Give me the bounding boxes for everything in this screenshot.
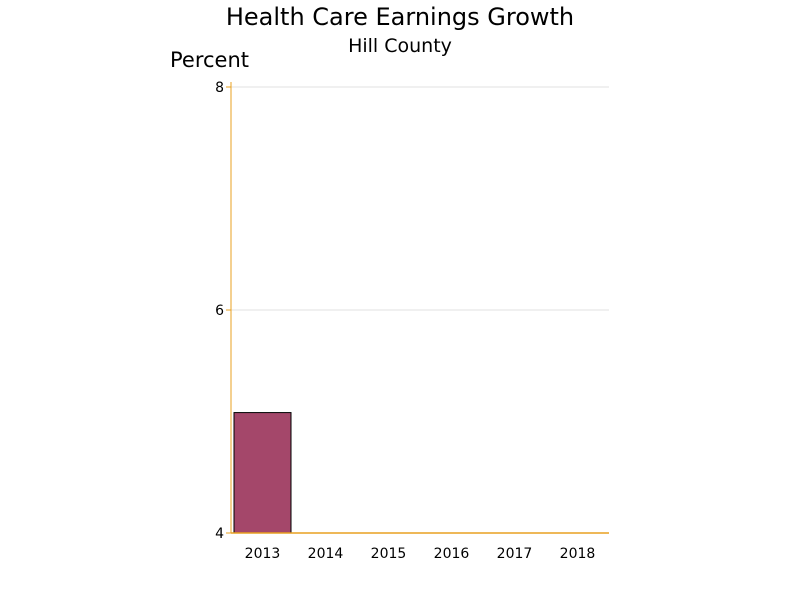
x-tick-label-2013: 2013 — [245, 546, 281, 562]
y-axis-label: Percent — [170, 48, 249, 72]
gridlines — [231, 86, 609, 311]
axes — [230, 82, 609, 534]
y-tick-label-8: 8 — [215, 80, 224, 96]
chart-subtitle: Hill County — [348, 35, 452, 57]
x-tick-label-2016: 2016 — [434, 546, 470, 562]
y-tick-label-4: 4 — [215, 526, 224, 542]
x-tick-label-2018: 2018 — [560, 546, 596, 562]
x-tick-label-2014: 2014 — [308, 546, 344, 562]
bars — [233, 412, 292, 534]
bar-2013 — [233, 412, 292, 534]
x-tick-label-2017: 2017 — [497, 546, 533, 562]
x-ticks: 2013 2014 2015 2016 2017 2018 — [245, 546, 596, 562]
y-ticks: 4 6 8 — [215, 80, 231, 542]
chart-title: Health Care Earnings Growth — [226, 3, 574, 31]
y-tick-label-6: 6 — [215, 303, 224, 319]
x-tick-label-2015: 2015 — [371, 546, 407, 562]
